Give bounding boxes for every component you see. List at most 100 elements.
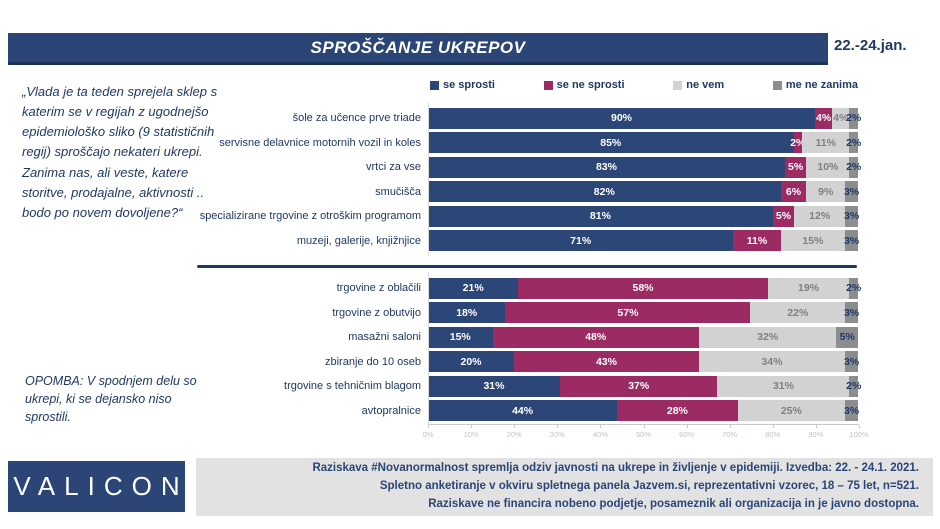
bar-group-not-released-measures: trgovine z oblačili 21% 58% 19% 2% trgovine z… <box>0 276 862 423</box>
valicon-logo: VALICON <box>8 461 185 512</box>
group-divider-line <box>197 265 857 268</box>
legend-swatch-icon <box>430 80 439 90</box>
legend-swatch-icon <box>543 80 553 90</box>
x-tick-mark <box>729 425 731 428</box>
zero-gridline <box>428 272 429 424</box>
bar-segment-me-ne-zanima: 2% <box>846 107 862 129</box>
stacked-bar: 21% 58% 19% 2% <box>428 277 862 299</box>
footer-methodology-box: Raziskava #Novanormalnost spremlja odziv… <box>196 458 933 516</box>
value-label: 10% <box>817 161 839 173</box>
value-label: 4% <box>816 112 832 124</box>
bar-segment-se-ne-sprosti: 43% <box>514 351 699 373</box>
bar-row: trgovine z oblačili 21% 58% 19% 2% <box>0 276 862 301</box>
survey-question-quote: „Vlada je ta teden sprejela sklep s kate… <box>22 84 218 220</box>
legend-label: ne vem <box>686 79 725 91</box>
footer-line: Raziskave ne financira nobeno podjetje, … <box>428 497 919 510</box>
bar-row: zbiranje do 10 oseb 20% 43% 34% 3% <box>0 350 860 375</box>
legend-label: se ne sprosti <box>556 79 625 91</box>
stacked-bar: 71% 11% 15% 3% <box>428 230 859 252</box>
value-label: 34% <box>761 355 783 368</box>
bar-segment-me-ne-zanima: 2% <box>846 277 862 299</box>
legend-item-se-ne-sprosti: se ne sprosti <box>543 79 625 91</box>
bar-segment-se-sprosti: 18% <box>428 302 506 324</box>
value-label: 3% <box>843 185 860 198</box>
value-label: 15% <box>449 331 471 343</box>
x-tick-label: 40% <box>592 430 608 439</box>
bar-segment-se-sprosti: 82% <box>428 181 781 203</box>
stacked-bar: 31% 37% 31% 2% <box>428 375 861 397</box>
category-label: muzeji, galerije, knjižnjice <box>296 234 421 247</box>
value-label: 20% <box>460 355 482 368</box>
footer-line: Spletno anketiranje v okviru spletnega p… <box>379 480 919 493</box>
bar-segment-se-ne-sprosti: 57% <box>505 302 751 324</box>
bar-segment-se-sprosti: 90% <box>428 107 815 129</box>
bar-row: specializirane trgovine z otroškim progr… <box>0 204 860 229</box>
bar-row: trgovine s tehničnim blagom 31% 37% 31% 2% <box>0 374 861 399</box>
bar-segment-ne-vem: 19% <box>767 277 850 299</box>
value-label: 2% <box>846 161 862 173</box>
value-label: 83% <box>595 161 617 173</box>
bar-segment-me-ne-zanima: 2% <box>846 375 861 397</box>
bar-segment-se-sprosti: 85% <box>428 132 794 154</box>
category-label: smučišča <box>375 185 421 198</box>
value-label: 48% <box>585 331 607 343</box>
bar-segment-se-ne-sprosti: 48% <box>492 326 699 348</box>
value-label: 2% <box>846 282 862 294</box>
bar-segment-me-ne-zanima: 3% <box>844 302 859 324</box>
bar-segment-ne-vem: 34% <box>698 351 846 373</box>
bar-segment-se-ne-sprosti: 58% <box>518 277 768 299</box>
bar-segment-ne-vem: 15% <box>780 230 846 252</box>
value-label: 6% <box>785 185 802 198</box>
x-axis: 0% 10% 20% 30% 40% 50% 60% 70% 80% 90% 100% <box>423 424 869 441</box>
bar-row: vrtci za vse 83% 5% 10% 2% <box>0 155 862 180</box>
bar-segment-ne-vem: 31% <box>717 375 850 397</box>
bar-row: trgovine z obutvijo 18% 57% 22% 3% <box>0 301 860 326</box>
x-tick-mark <box>859 425 860 428</box>
legend-item-me-ne-zanima: me ne zanima <box>772 79 858 91</box>
x-tick-mark <box>772 425 774 428</box>
value-label: 9% <box>818 185 834 198</box>
bar-segment-me-ne-zanima: 5% <box>836 326 858 348</box>
legend-item-se-sprosti: se sprosti <box>430 79 495 91</box>
bar-segment-ne-vem: 25% <box>737 400 846 422</box>
bar-segment-me-ne-zanima: 2% <box>846 156 862 178</box>
value-label: 58% <box>632 282 654 294</box>
value-label: 2% <box>846 136 862 149</box>
bar-segment-me-ne-zanima: 2% <box>846 132 862 154</box>
footer-line: Raziskava #Novanormalnost spremlja odziv… <box>312 462 919 475</box>
x-tick-mark <box>600 425 602 428</box>
x-tick-label: 80% <box>765 430 781 439</box>
value-label: 25% <box>780 404 802 417</box>
value-label: 2% <box>846 112 862 124</box>
stacked-bar: 44% 28% 25% 3% <box>428 400 860 422</box>
title-bar: SPROŠČANJE UKREPOV <box>8 33 828 65</box>
bar-segment-me-ne-zanima: 3% <box>843 400 860 422</box>
legend-label: me ne zanima <box>785 79 858 91</box>
x-tick-mark <box>815 425 817 428</box>
bar-row: šole za učence prve triade 90% 4% 4% 2% <box>0 106 862 131</box>
value-label: 82% <box>593 185 615 198</box>
stacked-bar: 82% 6% 9% 3% <box>428 181 860 203</box>
bar-segment-se-sprosti: 15% <box>428 326 493 348</box>
bar-segment-me-ne-zanima: 3% <box>843 181 860 203</box>
bar-row: servisne delavnice motornih vozil in kol… <box>0 131 862 156</box>
bar-segment-ne-vem: 11% <box>802 132 850 154</box>
bar-segment-ne-vem: 12% <box>794 205 846 227</box>
zero-gridline <box>428 103 429 256</box>
x-tick-mark <box>686 425 688 428</box>
value-label: 22% <box>787 306 809 319</box>
page-title: SPROŠČANJE UKREPOV <box>310 37 526 57</box>
bar-segment-se-ne-sprosti: 4% <box>815 107 833 129</box>
value-label: 5% <box>788 161 804 173</box>
bar-segment-se-sprosti: 20% <box>428 351 514 373</box>
bar-segment-ne-vem: 32% <box>698 326 837 348</box>
chart-legend: se sprosti se ne sprosti ne vem me ne zanim… <box>430 79 858 91</box>
value-label: 3% <box>843 404 860 417</box>
x-tick-label: 60% <box>679 430 695 439</box>
bar-row: muzeji, galerije, knjižnjice 71% 11% 15% 3% <box>0 229 860 254</box>
legend-label: se sprosti <box>443 79 495 91</box>
x-tick-label: 90% <box>808 430 824 439</box>
legend-item-ne-vem: ne vem <box>673 79 724 91</box>
bar-segment-se-ne-sprosti: 28% <box>617 400 738 422</box>
x-tick-label: 100% <box>849 430 869 439</box>
